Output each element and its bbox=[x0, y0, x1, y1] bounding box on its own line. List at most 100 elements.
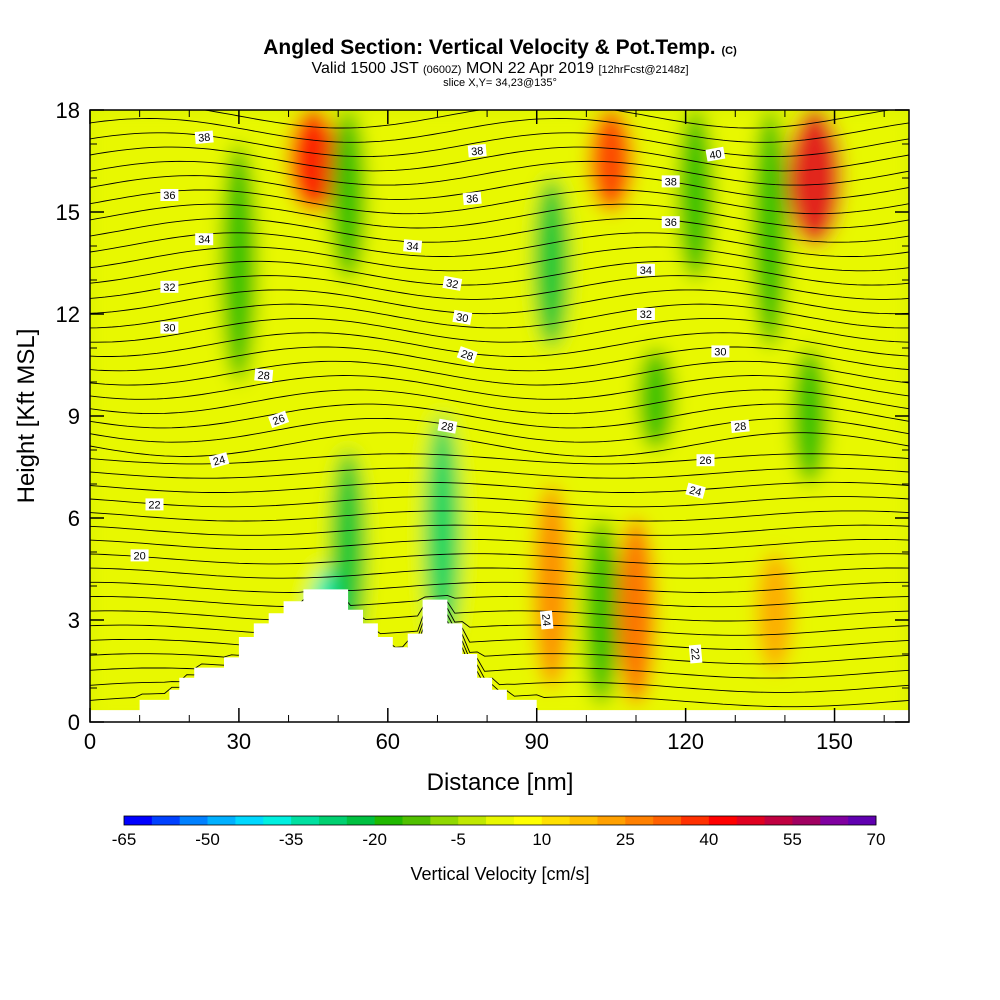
contour-label: 38 bbox=[467, 144, 487, 158]
contour-label: 34 bbox=[195, 233, 214, 246]
valid-time: Valid 1500 JST bbox=[311, 60, 419, 77]
contour-label: 34 bbox=[403, 239, 423, 254]
theta-contour-line bbox=[90, 260, 909, 286]
theta-contour-line bbox=[90, 389, 909, 415]
colorbar-label: 10 bbox=[532, 830, 551, 849]
velocity-cell bbox=[616, 518, 656, 705]
colorbar-label: 25 bbox=[616, 830, 635, 849]
theta-contour-line bbox=[90, 303, 909, 329]
theta-contour-line bbox=[90, 118, 909, 143]
velocity-cell bbox=[752, 110, 789, 348]
colorbar-swatch bbox=[792, 816, 821, 825]
theta-contour-line bbox=[90, 317, 909, 343]
contour-label-text: 38 bbox=[198, 132, 211, 145]
theta-contour-line bbox=[90, 567, 909, 579]
colorbar-title: Vertical Velocity [cm/s] bbox=[410, 864, 589, 884]
title-main: Angled Section: Vertical Velocity & Pot.… bbox=[263, 36, 716, 59]
theta-contour-line bbox=[90, 417, 909, 443]
contour-label: 36 bbox=[160, 189, 179, 202]
colorbar-label: -65 bbox=[112, 830, 137, 849]
contour-label-text: 22 bbox=[148, 499, 160, 511]
colorbar-swatch bbox=[625, 816, 654, 825]
colorbar-swatch bbox=[597, 816, 626, 825]
theta-contour-line bbox=[90, 346, 909, 372]
contour-label-text: 28 bbox=[459, 348, 475, 363]
theta-contour-line bbox=[90, 160, 909, 186]
theta-contour-line bbox=[90, 553, 909, 565]
velocity-cell bbox=[533, 178, 570, 348]
velocity-cell bbox=[637, 348, 674, 450]
colorbar-swatch bbox=[848, 816, 877, 825]
velocity-field bbox=[90, 110, 909, 722]
velocity-cell bbox=[589, 110, 634, 212]
contour-label-text: 34 bbox=[640, 265, 652, 277]
theta-contour-line bbox=[90, 203, 909, 229]
colorbar-swatch bbox=[263, 816, 292, 825]
contour-label: 36 bbox=[462, 191, 482, 206]
colorbar: -65 -50 -35 -20 -5 10 25 40 55 70 bbox=[112, 815, 886, 849]
colorbar-label: -35 bbox=[279, 830, 304, 849]
theta-contour-line bbox=[90, 581, 909, 593]
contour-label: 28 bbox=[254, 368, 274, 383]
contour-label-text: 24 bbox=[539, 613, 552, 626]
title-unit: (C) bbox=[721, 45, 737, 57]
contour-label-text: 30 bbox=[714, 346, 726, 358]
contour-label: 28 bbox=[437, 418, 458, 434]
contour-label-text: 20 bbox=[133, 550, 145, 562]
theta-contour-line bbox=[90, 146, 909, 172]
contour-label: 24 bbox=[539, 610, 554, 630]
contour-label-text: 28 bbox=[734, 421, 747, 434]
colorbar-swatch bbox=[318, 816, 348, 825]
theta-contour-line bbox=[90, 175, 909, 200]
contour-label: 20 bbox=[130, 549, 149, 562]
plot-area: 38 36 34 32 30 28 26 24 22 20 38 36 34 32 30 28 28 40 38 36… bbox=[89, 109, 910, 723]
contour-label-text: 26 bbox=[271, 413, 287, 428]
terrain bbox=[90, 589, 909, 722]
theta-contour-line bbox=[90, 189, 909, 215]
contour-label: 28 bbox=[730, 419, 750, 434]
colorbar-label: -5 bbox=[451, 830, 466, 849]
theta-contour-line bbox=[90, 481, 909, 493]
colorbar-swatch bbox=[708, 816, 738, 825]
contour-label-text: 30 bbox=[163, 323, 175, 335]
contour-label-text: 26 bbox=[699, 455, 711, 467]
colorbar-swatch bbox=[486, 816, 515, 825]
x-tick-label: 30 bbox=[227, 729, 251, 754]
colorbar-swatch bbox=[151, 816, 181, 825]
contour-label-text: 38 bbox=[665, 176, 677, 188]
contour-label: 22 bbox=[688, 644, 703, 664]
theta-contour-line bbox=[90, 613, 909, 651]
x-tick-label: 150 bbox=[816, 729, 853, 754]
theta-contour-line bbox=[90, 375, 909, 400]
colorbar-label: -50 bbox=[195, 830, 220, 849]
colorbar-swatch bbox=[179, 816, 208, 825]
x-axis-title: Distance [nm] bbox=[427, 769, 574, 796]
velocity-cell bbox=[787, 110, 843, 246]
x-tick-label: 120 bbox=[667, 729, 704, 754]
colorbar-swatch bbox=[681, 816, 710, 825]
x-tick-label: 0 bbox=[84, 729, 96, 754]
theta-contour-line bbox=[90, 132, 909, 158]
colorbar-label: 40 bbox=[699, 830, 718, 849]
colorbar-swatch bbox=[124, 816, 153, 825]
colorbar-swatch bbox=[764, 816, 793, 825]
colorbar-swatch bbox=[653, 816, 682, 825]
contour-label-text: 24 bbox=[212, 454, 227, 469]
theta-contour-line bbox=[90, 232, 909, 257]
terrain-mask bbox=[90, 589, 909, 722]
theta-contour-line bbox=[90, 275, 909, 300]
contour-label-text: 34 bbox=[198, 234, 210, 246]
contour-label-text: 22 bbox=[688, 647, 701, 660]
valid-date: MON 22 Apr 2019 bbox=[465, 60, 595, 77]
theta-contour-line bbox=[90, 538, 909, 551]
contour-label: 24 bbox=[208, 452, 230, 469]
y-tick-label: 9 bbox=[68, 404, 80, 429]
colorbar-swatch bbox=[458, 816, 487, 825]
theta-contour-line bbox=[90, 218, 909, 243]
contour-label: 30 bbox=[160, 321, 179, 335]
colorbar-label: 70 bbox=[867, 830, 886, 849]
contour-label-text: 32 bbox=[163, 282, 175, 294]
contour-label: 22 bbox=[145, 498, 164, 511]
chart-title: Angled Section: Vertical Velocity & Pot.… bbox=[0, 36, 1000, 60]
